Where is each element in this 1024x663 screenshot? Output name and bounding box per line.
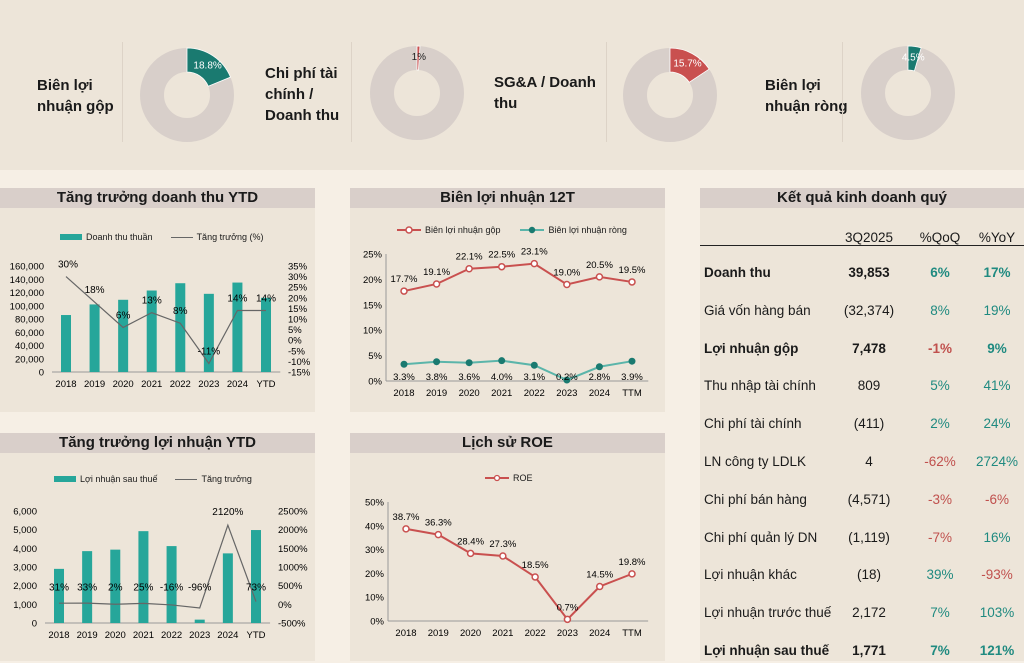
row-qoq: 7%: [930, 605, 950, 621]
legend-label: Doanh thu thuần: [86, 232, 153, 242]
divider: [842, 42, 843, 142]
row-label: Lợi nhuận trước thuế: [704, 605, 832, 621]
legend-marker-roe: [485, 474, 509, 482]
divider: [606, 42, 607, 142]
roe-panel: Lịch sử ROE ROE: [350, 433, 665, 661]
row-qoq: 5%: [930, 378, 950, 394]
row-label: Doanh thu: [704, 265, 771, 280]
row-qoq: -3%: [927, 491, 952, 507]
row-label: Thu nhập tài chính: [704, 378, 816, 394]
row-qoq: 6%: [930, 265, 950, 280]
legend-swatch-bar: [54, 476, 76, 482]
row-yoy: 19%: [983, 302, 1011, 318]
row-yoy: -93%: [981, 567, 1013, 583]
row-label: Lợi nhuận gộp: [704, 340, 799, 356]
table-title: Kết quả kinh doanh quý: [700, 188, 1024, 208]
row-value: 39,853: [848, 265, 890, 280]
row-yoy: -6%: [984, 491, 1009, 507]
profit-growth-panel: Tăng trưởng lợi nhuận YTD Lợi nhuận sau …: [0, 433, 315, 661]
row-value: (4,571): [847, 491, 891, 507]
table-row: Chi phí quản lý DN (1,119) -7% 16%: [700, 530, 1024, 550]
row-value: 4: [865, 454, 873, 469]
row-value: 2,172: [852, 605, 886, 621]
divider: [122, 42, 123, 142]
row-yoy: 121%: [979, 643, 1015, 658]
legend-swatch-line: [170, 236, 193, 238]
row-qoq: 8%: [930, 302, 950, 318]
table-row: Giá vốn hàng bán (32,374) 8% 19%: [700, 303, 1024, 323]
legend: Lợi nhuận sau thuế Tăng trưởng: [54, 474, 252, 484]
legend-label: Biên lợi nhuận gộp: [425, 225, 501, 235]
table-row: Chi phí bán hàng (4,571) -3% -6%: [700, 492, 1024, 512]
column-header: %QoQ: [919, 230, 961, 245]
row-qoq: -62%: [924, 454, 956, 469]
row-qoq: 39%: [926, 567, 954, 583]
divider: [351, 42, 352, 142]
kpi-strip: Biên lợi nhuận gộp Chi phí tài chính / D…: [0, 0, 1024, 170]
table-row: Thu nhập tài chính 809 5% 41%: [700, 378, 1024, 398]
row-label: Chi phí quản lý DN: [704, 529, 818, 545]
legend-marker-net: [520, 226, 545, 234]
row-qoq: -1%: [927, 340, 952, 356]
legend-label: Tăng trưởng: [201, 474, 252, 484]
quarterly-results-table: Kết quả kinh doanh quý 3Q2025 %QoQ %YoY …: [700, 188, 1024, 661]
row-yoy: 16%: [983, 529, 1011, 545]
table-row: Lợi nhuận trước thuế 2,172 7% 103%: [700, 605, 1024, 625]
row-label: Lợi nhuận sau thuế: [704, 643, 830, 658]
chart-title: Tăng trưởng lợi nhuận YTD: [0, 433, 315, 453]
legend-label: Lợi nhuận sau thuế: [80, 474, 158, 484]
row-value: (32,374): [843, 302, 895, 318]
legend-label: Biên lợi nhuận ròng: [548, 225, 627, 235]
row-label: Giá vốn hàng bán: [704, 302, 811, 318]
row-value: (18): [856, 567, 881, 583]
chart-title: Tăng trưởng doanh thu YTD: [0, 188, 315, 208]
row-yoy: 24%: [983, 416, 1011, 432]
legend-marker-gross: [397, 226, 421, 234]
row-label: Chi phí tài chính: [704, 416, 802, 432]
row-qoq: -7%: [927, 529, 952, 545]
kpi-label: SG&A / Doanh thu: [494, 74, 596, 112]
revenue-growth-panel: Tăng trưởng doanh thu YTD Doanh thu thuầ…: [0, 188, 315, 412]
row-value: 809: [857, 378, 881, 394]
kpi-label: Biên lợi nhuận ròng: [765, 77, 848, 115]
legend-swatch-bar: [60, 234, 82, 240]
row-qoq: 2%: [930, 416, 950, 432]
row-value: 1,771: [852, 643, 886, 658]
legend: Biên lợi nhuận gộp Biên lợi nhuận ròng: [397, 225, 627, 235]
header-rule: [700, 245, 1024, 246]
legend-label: Tăng trưởng (%): [196, 232, 264, 242]
table-header-row: 3Q2025 %QoQ %YoY: [700, 230, 1024, 250]
margin-12m-panel: Biên lợi nhuận 12T Biên lợi nhuận gộp Bi…: [350, 188, 665, 412]
kpi-label: Chi phí tài chính / Doanh thu: [265, 65, 340, 124]
row-yoy: 103%: [979, 605, 1015, 621]
legend-swatch-line: [175, 478, 198, 480]
row-yoy: 9%: [987, 340, 1007, 356]
row-value: (411): [853, 416, 885, 432]
table-row: Lợi nhuận gộp 7,478 -1% 9%: [700, 341, 1024, 361]
row-yoy: 41%: [983, 378, 1011, 394]
table-row: Chi phí tài chính (411) 2% 24%: [700, 416, 1024, 436]
row-qoq: 7%: [930, 643, 950, 658]
column-header: 3Q2025: [844, 230, 894, 245]
row-label: LN công ty LDLK: [704, 454, 807, 469]
table-row: Lợi nhuận khác (18) 39% -93%: [700, 567, 1024, 587]
table-row: Doanh thu 39,853 6% 17%: [700, 265, 1024, 285]
legend: Doanh thu thuần Tăng trưởng (%): [60, 232, 264, 242]
row-value: (1,119): [848, 529, 890, 545]
table-row: LN công ty LDLK 4 -62% 2724%: [700, 454, 1024, 474]
row-yoy: 17%: [983, 265, 1011, 280]
chart-title: Biên lợi nhuận 12T: [350, 188, 665, 208]
kpi-label: Biên lợi nhuận gộp: [37, 77, 114, 115]
row-yoy: 2724%: [975, 454, 1019, 469]
table-row: Lợi nhuận sau thuế 1,771 7% 121%: [700, 643, 1024, 663]
row-value: 7,478: [852, 340, 886, 356]
legend: ROE: [485, 473, 533, 483]
legend-label: ROE: [513, 473, 533, 483]
row-label: Chi phí bán hàng: [704, 491, 807, 507]
row-label: Lợi nhuận khác: [704, 567, 797, 583]
chart-title: Lịch sử ROE: [350, 433, 665, 453]
column-header: %YoY: [978, 230, 1016, 245]
